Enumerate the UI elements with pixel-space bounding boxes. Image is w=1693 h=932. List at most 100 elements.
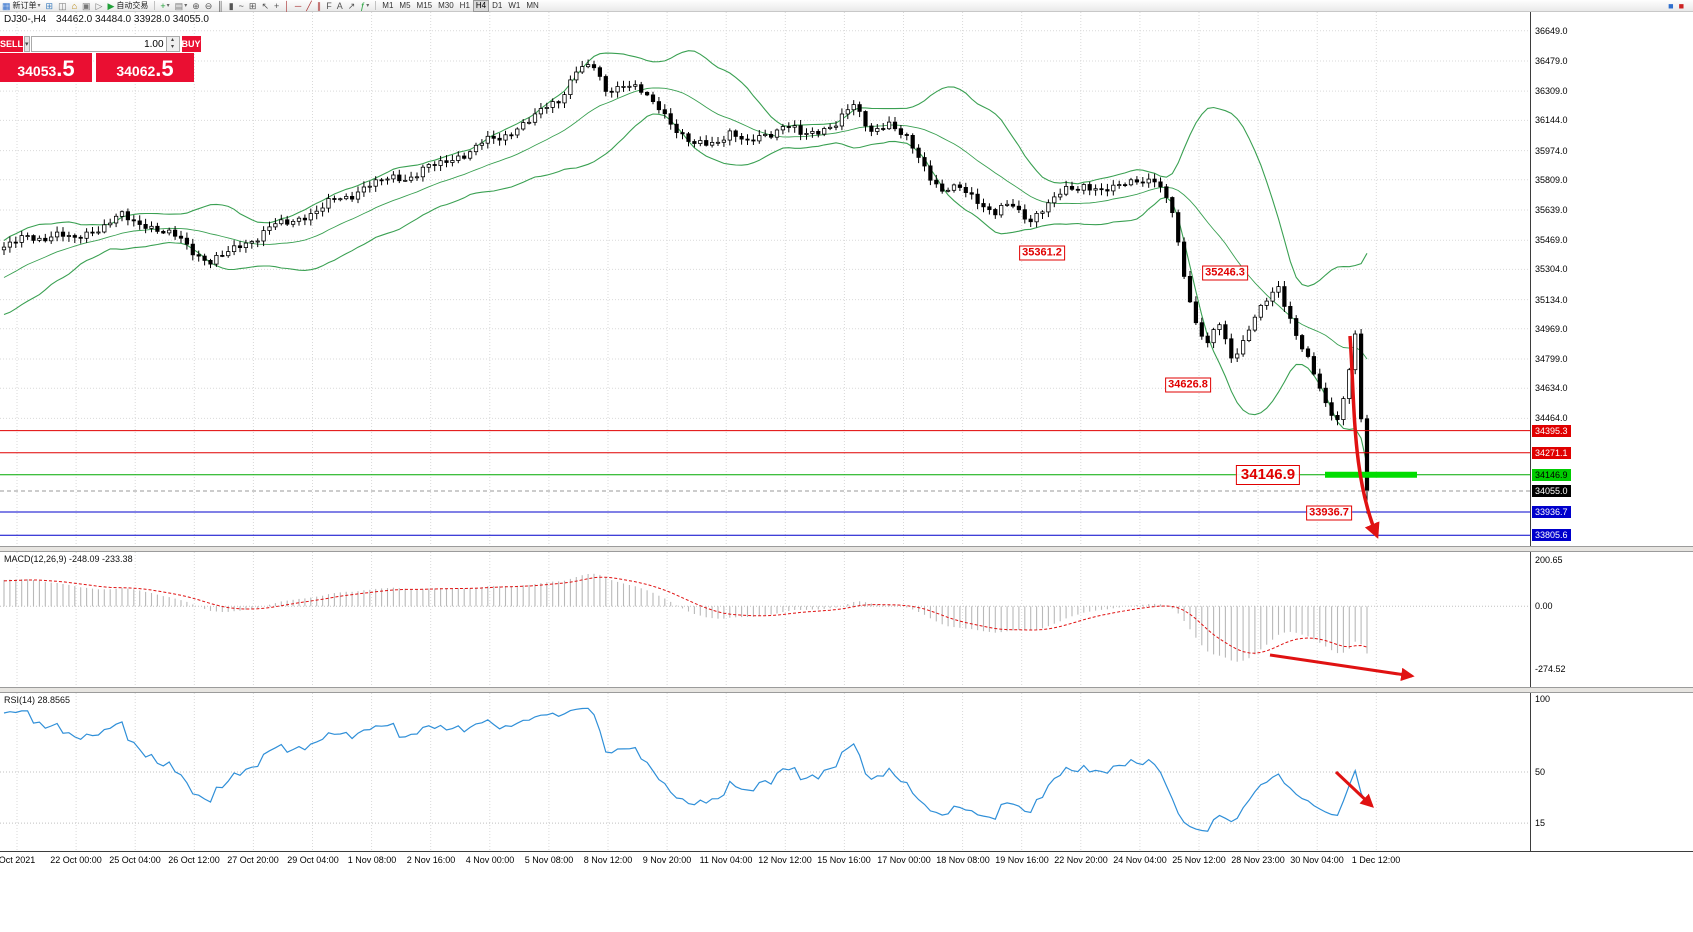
price-label-annotation[interactable]: 33936.7 xyxy=(1306,505,1352,521)
price-label-annotation[interactable]: 35246.3 xyxy=(1202,265,1248,281)
cursor-button[interactable]: ↖ xyxy=(259,0,271,12)
indicators-button[interactable]: ƒ ▾ xyxy=(358,0,371,12)
price-axis-label: 34799.0 xyxy=(1535,354,1568,364)
price-axis[interactable]: 36649.0 36479.0 36309.0 36144.0 35974.0 35809… xyxy=(1530,12,1693,869)
grid-layer xyxy=(0,693,1530,851)
buy-price-button[interactable]: 34062.5 xyxy=(96,53,194,82)
rsi-axis-label: 100 xyxy=(1535,694,1551,704)
trade-controls-row: SELL ▾ ▴ ▾ BUY xyxy=(0,36,201,52)
price-axis-tag: 33805.6 xyxy=(1532,529,1571,541)
data-window-button[interactable]: ◫ xyxy=(56,0,69,12)
zoom-out-icon: ⊖ xyxy=(204,0,213,11)
horizontal-line-button[interactable]: ─ xyxy=(293,0,303,12)
vertical-line-button[interactable]: │ xyxy=(282,0,292,12)
rsi-line xyxy=(3,707,1368,832)
panel-divider[interactable] xyxy=(0,546,1693,552)
tile-windows-button[interactable]: ⊞ xyxy=(247,0,259,12)
chart-tools-group: + ▾ ▤ ▾ ⊕ ⊖ ║ ▮ ~ ⊞ ↖ + │ ─ ╱ ∥ F A ↗ ƒ ▾ xyxy=(158,0,372,12)
timeframe-M1[interactable]: M1 xyxy=(382,0,394,10)
strategy-tester-button[interactable]: ▷ xyxy=(94,0,105,12)
main-price-chart[interactable] xyxy=(0,12,1530,546)
time-axis[interactable]: Oct 2021 22 Oct 00:00 25 Oct 04:00 26 Oct 1… xyxy=(0,851,1693,869)
macd-signal-line xyxy=(3,576,1368,654)
bar-chart-button[interactable]: ║ xyxy=(215,0,225,12)
timeframe-M30[interactable]: M30 xyxy=(438,0,454,10)
down-arrow-annotation[interactable] xyxy=(1348,335,1380,539)
candlestick-chart-button[interactable]: ▮ xyxy=(227,0,236,12)
volume-decrease-button[interactable]: ▾ xyxy=(166,44,179,51)
fibonacci-button[interactable]: F xyxy=(324,0,334,12)
community-button[interactable]: ■ xyxy=(1666,0,1675,12)
timeframe-H4[interactable]: H4 xyxy=(472,0,490,12)
volume-increase-button[interactable]: ▴ xyxy=(166,37,179,44)
market-watch-button[interactable]: ⊞ xyxy=(44,0,56,12)
price-label-annotation[interactable]: 34146.9 xyxy=(1235,465,1301,485)
crosshair-button[interactable]: + xyxy=(272,0,281,12)
chevron-down-icon: ▾ xyxy=(166,3,170,9)
price-axis-label: 35809.0 xyxy=(1535,175,1568,185)
buy-button[interactable]: BUY xyxy=(181,36,201,52)
price-axis-label: 34969.0 xyxy=(1535,324,1568,334)
chevron-down-icon: ▾ xyxy=(25,41,29,48)
price-axis-label: 36309.0 xyxy=(1535,86,1568,96)
autotrading-button-label: 自动交易 xyxy=(116,1,149,10)
down-arrow-annotation[interactable] xyxy=(1269,653,1415,682)
horizontal-line-icon: ─ xyxy=(294,0,302,11)
chevron-down-icon: ▾ xyxy=(366,3,370,9)
fibonacci-icon: F xyxy=(326,0,332,11)
timeframe-W1[interactable]: W1 xyxy=(508,0,521,10)
macd-indicator-panel[interactable] xyxy=(0,552,1530,687)
news-button[interactable]: ■ xyxy=(1677,0,1686,12)
time-axis-label: Oct 2021 xyxy=(0,855,36,865)
timeframe-M5[interactable]: M5 xyxy=(399,0,411,10)
bar-chart-icon: ║ xyxy=(217,0,224,11)
data-window-icon: ◫ xyxy=(58,0,67,11)
volume-input[interactable] xyxy=(31,37,166,51)
price-axis-label: 35469.0 xyxy=(1535,235,1568,245)
zoom-in-button[interactable]: ⊕ xyxy=(190,0,202,12)
panel-divider[interactable] xyxy=(0,687,1693,693)
price-label-annotation[interactable]: 34626.8 xyxy=(1165,377,1211,393)
text-button[interactable]: A xyxy=(335,0,345,12)
trade-options-dropdown[interactable]: ▾ xyxy=(24,36,30,52)
price-axis-label: 35304.0 xyxy=(1535,264,1568,274)
line-chart-icon: ~ xyxy=(238,0,244,11)
price-label-annotation[interactable]: 35361.2 xyxy=(1019,245,1065,261)
trendline-button[interactable]: ╱ xyxy=(304,0,313,12)
grid-layer xyxy=(0,552,1530,687)
timeframe-H1[interactable]: H1 xyxy=(459,0,470,10)
timeframe-D1[interactable]: D1 xyxy=(492,0,503,10)
terminal-button[interactable]: ▣ xyxy=(80,0,93,12)
rsi-indicator-panel[interactable] xyxy=(0,693,1530,851)
zoom-out-button[interactable]: ⊖ xyxy=(203,0,215,12)
price-axis-tag: 34271.1 xyxy=(1532,447,1571,459)
time-axis-label: 1 Dec 12:00 xyxy=(1351,855,1401,865)
buy-price-frac: .5 xyxy=(155,56,174,81)
time-axis-label: 25 Nov 12:00 xyxy=(1172,855,1226,865)
time-axis-label: 12 Nov 12:00 xyxy=(758,855,812,865)
time-axis-label: 5 Nov 08:00 xyxy=(524,855,574,865)
line-chart-button[interactable]: ~ xyxy=(237,0,246,12)
price-axis-label: 35134.0 xyxy=(1535,295,1568,305)
down-arrow-annotation[interactable] xyxy=(1334,770,1374,808)
new-order-button[interactable]: ▦ 新订单 ▾ xyxy=(0,0,43,12)
timeframes-group: M1 M5 M15 M30 H1 H4 D1 W1 MN xyxy=(379,0,542,12)
navigator-button[interactable]: ⌂ xyxy=(70,0,79,12)
timeframe-M15[interactable]: M15 xyxy=(416,0,433,10)
sell-price-button[interactable]: 34053.5 xyxy=(0,53,92,82)
timeframe-MN[interactable]: MN xyxy=(526,0,539,10)
sell-button[interactable]: SELL xyxy=(0,36,24,52)
candles-layer xyxy=(1,59,1370,514)
price-axis-label: 36479.0 xyxy=(1535,56,1568,66)
new-chart-button[interactable]: + ▾ xyxy=(158,0,171,12)
arrows-button[interactable]: ↗ xyxy=(346,0,358,12)
autotrading-button[interactable]: ▶ 自动交易 xyxy=(105,0,150,12)
channel-button[interactable]: ∥ xyxy=(315,0,324,12)
profiles-button[interactable]: ▤ ▾ xyxy=(173,0,190,12)
one-click-trading-panel: SELL ▾ ▴ ▾ BUY 34053.5 34062.5 xyxy=(0,36,201,82)
standard-toolbar-group: ▦ 新订单 ▾ ⊞ ◫ ⌂ ▣ ▷ ▶ 自动交易 xyxy=(0,0,151,12)
volume-field-wrap: ▴ ▾ xyxy=(30,36,180,52)
bollinger-bands xyxy=(3,50,1368,465)
time-axis-label: 22 Nov 20:00 xyxy=(1054,855,1108,865)
